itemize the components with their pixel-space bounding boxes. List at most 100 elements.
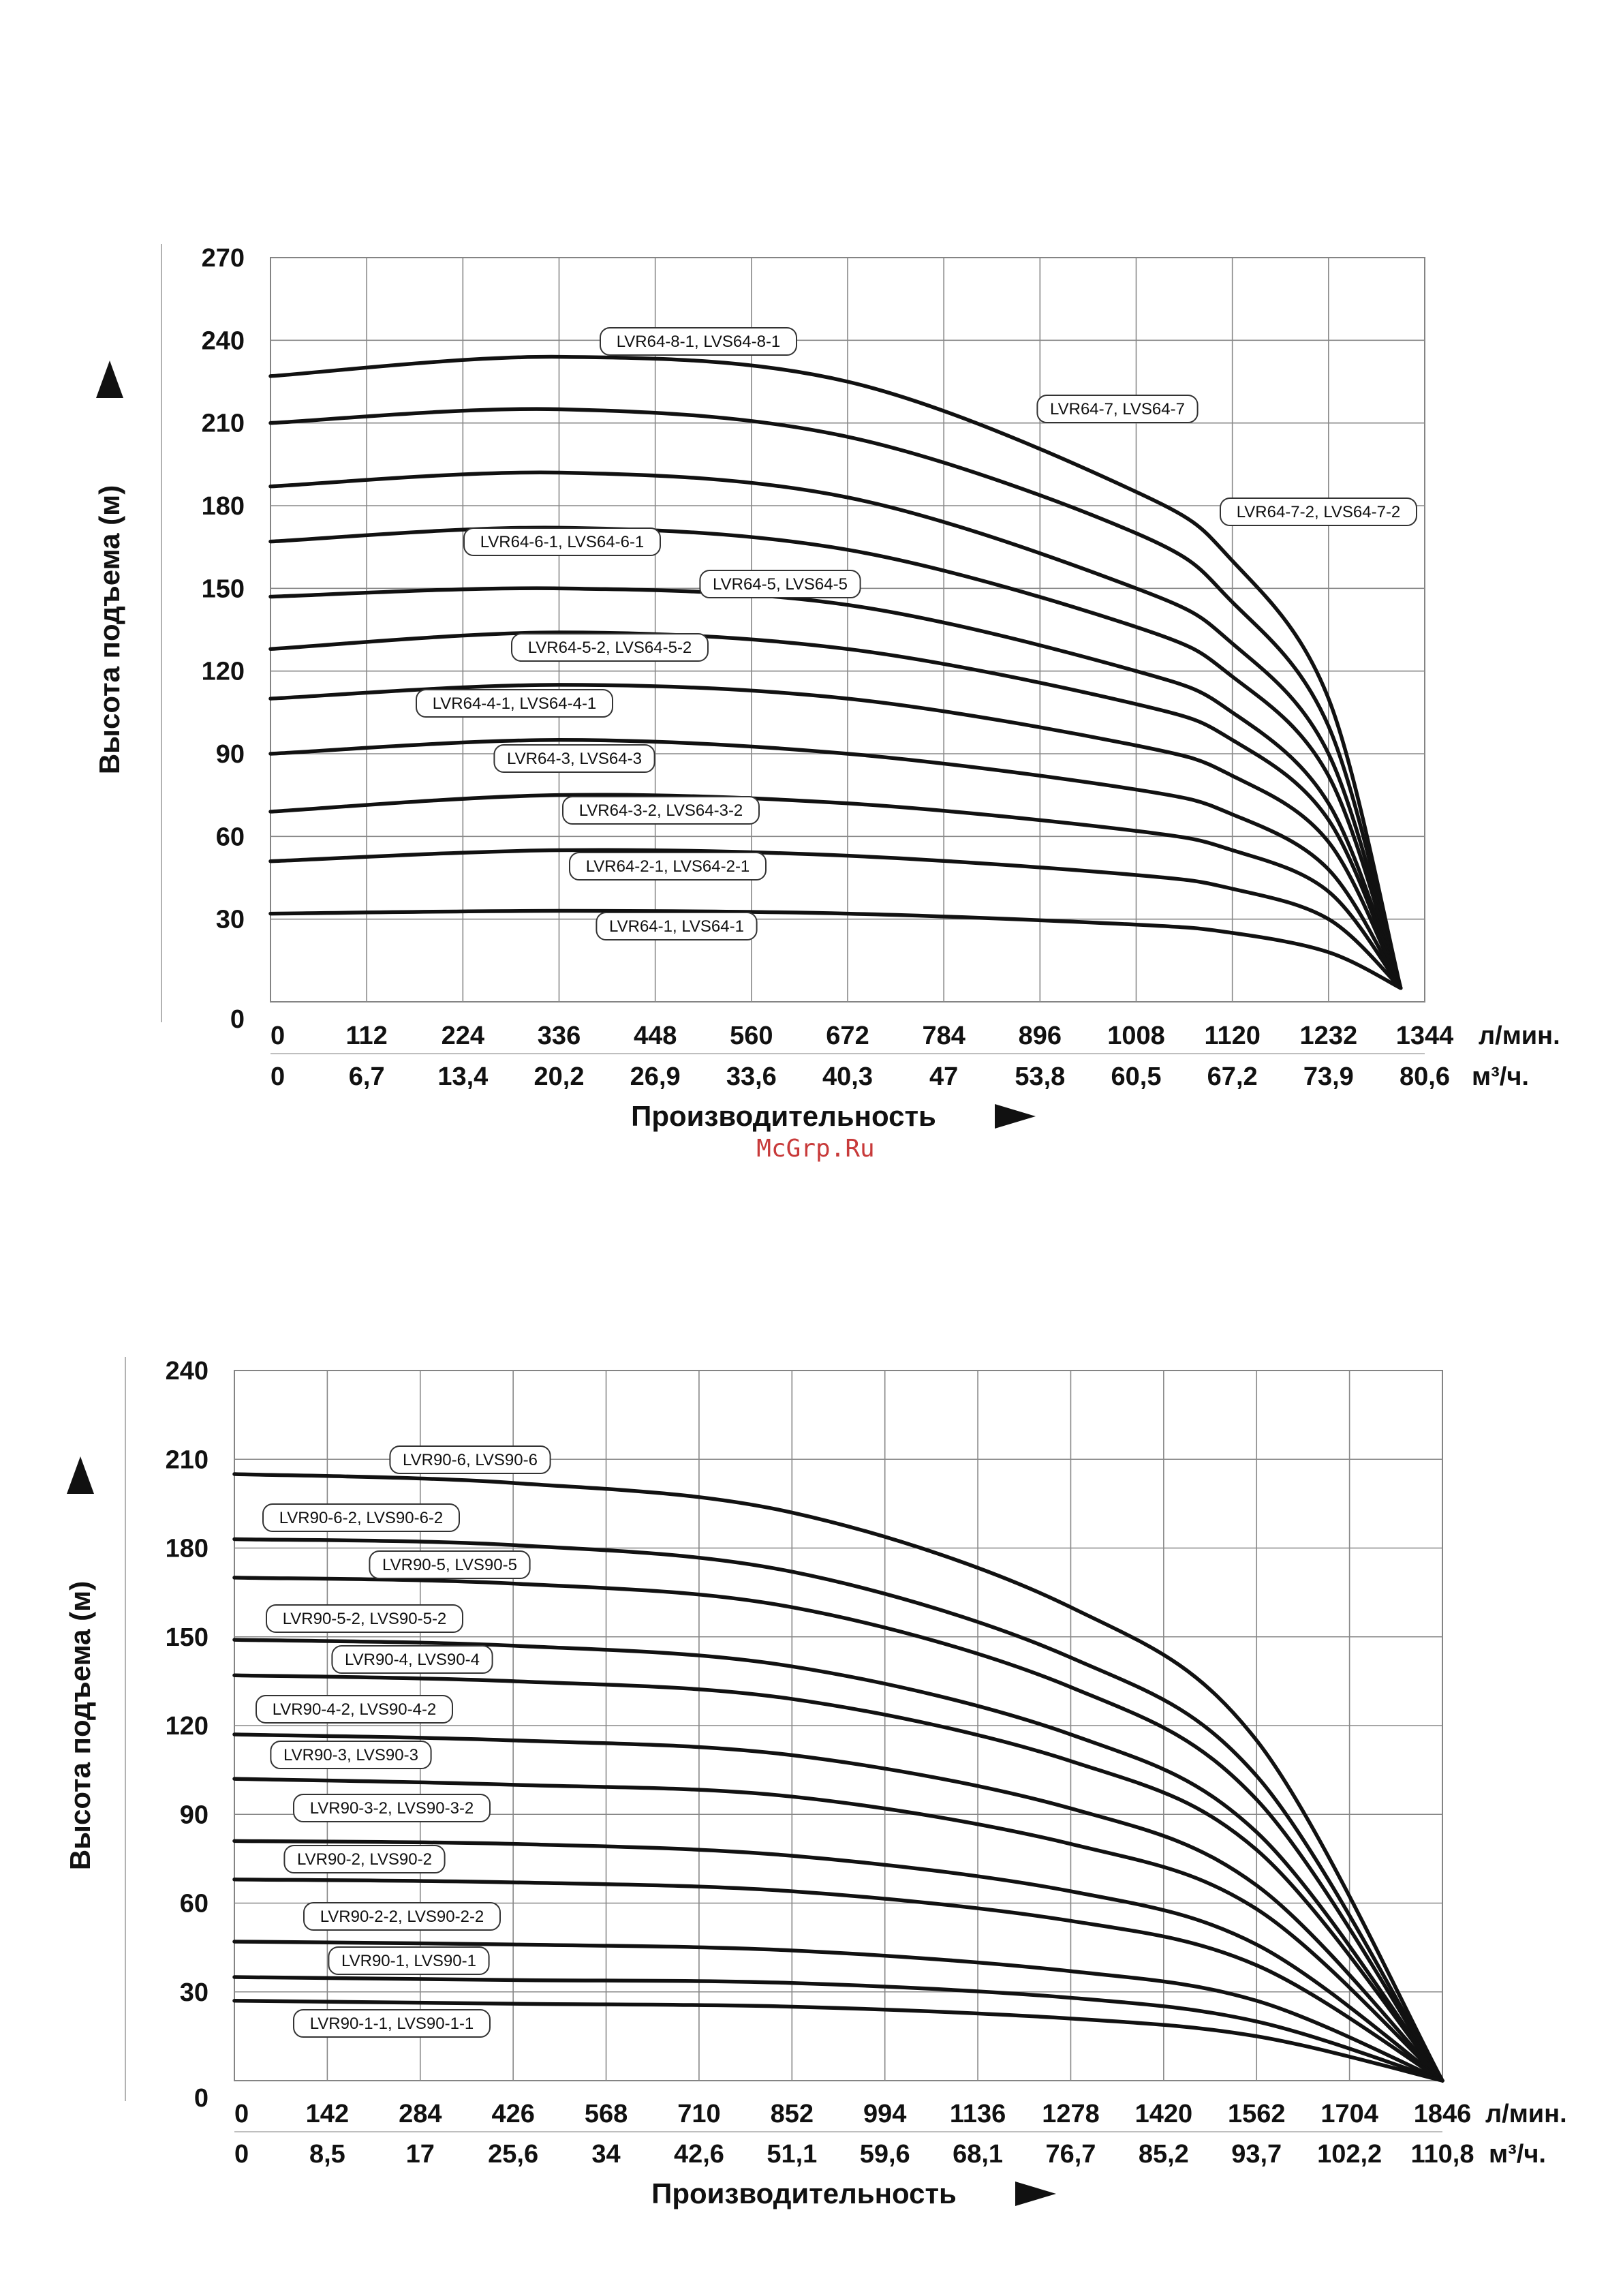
series-label: LVR64-3, LVS64-3 bbox=[507, 750, 642, 768]
x-tick-label-m3h: 93,7 bbox=[1231, 2140, 1282, 2169]
x-tick-label-lmin: 336 bbox=[538, 1022, 581, 1050]
y-tick-label: 150 bbox=[166, 1623, 208, 1652]
y-tick-label: 90 bbox=[180, 1801, 208, 1829]
x-tick-label-lmin: 852 bbox=[771, 2100, 814, 2128]
x-tick-label-m3h: 53,8 bbox=[1015, 1062, 1065, 1091]
series-label: LVR90-5, LVS90-5 bbox=[382, 1556, 517, 1574]
y-tick-label: 180 bbox=[202, 492, 245, 521]
watermark: McGrp.Ru bbox=[756, 1135, 874, 1163]
x-tick-label-lmin: 994 bbox=[863, 2100, 906, 2128]
series-label: LVR64-4-1, LVS64-4-1 bbox=[433, 694, 597, 713]
x-tick-label-lmin: 1704 bbox=[1320, 2100, 1378, 2128]
y-tick-label: 60 bbox=[180, 1890, 208, 1918]
x-tick-label-m3h: 8,5 bbox=[309, 2140, 345, 2169]
y-tick-label: 0 bbox=[194, 2084, 208, 2113]
series-label-box bbox=[262, 1503, 460, 1532]
series-label-box bbox=[493, 744, 655, 773]
x-tick-label-m3h: 6,7 bbox=[349, 1062, 385, 1091]
series-line bbox=[232, 1472, 1444, 2083]
series-label-box bbox=[562, 796, 760, 825]
x-tick-label-m3h: 0 bbox=[270, 1062, 285, 1091]
x-tick-label-m3h: 59,6 bbox=[860, 2140, 910, 2169]
series-line bbox=[232, 1576, 1444, 2083]
x-tick-label-lmin: 1562 bbox=[1228, 2100, 1286, 2128]
y-tick-label: 240 bbox=[166, 1357, 208, 1386]
x-tick-label-m3h: 20,2 bbox=[534, 1062, 585, 1091]
x-tick-label-m3h: 42,6 bbox=[674, 2140, 724, 2169]
x-tick-label-m3h: 73,9 bbox=[1303, 1062, 1354, 1091]
chart-lvr90: 0 30 60 90 120 150 180 210 240 Высота подъема (м)… bbox=[64, 1357, 1567, 2209]
y-axis-title: Высота подъема (м) bbox=[64, 1581, 96, 1870]
x-tick-label-lmin: 672 bbox=[826, 1022, 869, 1050]
y-axis-arrow-icon bbox=[96, 361, 123, 398]
x-tick-label-lmin: 560 bbox=[730, 1022, 773, 1050]
series-line bbox=[232, 1839, 1444, 2083]
x-unit-lmin: л/мин. bbox=[1479, 1022, 1560, 1050]
series-line bbox=[232, 1537, 1444, 2083]
series-label-box bbox=[511, 633, 709, 662]
x-tick-label-m3h: 68,1 bbox=[953, 2140, 1003, 2169]
series-label: LVR90-1, LVS90-1 bbox=[341, 1952, 476, 1970]
y-tick-label: 180 bbox=[166, 1535, 208, 1563]
x-tick-label-lmin: 1232 bbox=[1300, 1022, 1358, 1050]
x-tick-label-m3h: 17 bbox=[406, 2140, 435, 2169]
series-line bbox=[232, 1777, 1444, 2083]
x-tick-label-lmin: 112 bbox=[346, 1022, 388, 1050]
y-tick-label: 270 bbox=[202, 244, 245, 273]
x-tick-label-m3h: 26,9 bbox=[630, 1062, 681, 1091]
series-line bbox=[268, 793, 1403, 990]
chart-lvr64: 0 30 60 90 120 150 180 210 240 270 Высота подъема … bbox=[93, 244, 1560, 1132]
series-label-box bbox=[256, 1695, 453, 1724]
series-label-box bbox=[331, 1645, 493, 1674]
series-line bbox=[232, 1673, 1444, 2083]
x-tick-label-m3h: 102,2 bbox=[1317, 2140, 1382, 2169]
x-tick-label-lmin: 1344 bbox=[1396, 1022, 1454, 1050]
x-tick-label-lmin: 568 bbox=[585, 2100, 628, 2128]
series-label-box bbox=[463, 527, 661, 556]
series-label: LVR90-5-2, LVS90-5-2 bbox=[283, 1610, 447, 1628]
series-line bbox=[268, 630, 1403, 990]
series-line bbox=[232, 1975, 1444, 2083]
x-tick-label-lmin: 0 bbox=[270, 1022, 285, 1050]
series-label: LVR64-5, LVS64-5 bbox=[713, 575, 848, 594]
series-line bbox=[232, 1732, 1444, 2083]
series-label: LVR64-3-2, LVS64-3-2 bbox=[579, 801, 743, 820]
series-label-box bbox=[293, 2009, 491, 2038]
x-tick-label-lmin: 1136 bbox=[950, 2100, 1006, 2128]
series-label: LVR64-8-1, LVS64-8-1 bbox=[617, 333, 781, 351]
series-label: LVR64-1, LVS64-1 bbox=[609, 917, 744, 936]
series-label-box bbox=[283, 1845, 446, 1873]
series-line bbox=[268, 586, 1403, 990]
y-axis-arrow-icon bbox=[67, 1456, 94, 1494]
series-label-box bbox=[266, 1604, 463, 1633]
series-label: LVR90-3, LVS90-3 bbox=[283, 1746, 418, 1764]
x-tick-label-m3h: 80,6 bbox=[1400, 1062, 1450, 1091]
x-unit-m3h: м³/ч. bbox=[1489, 2140, 1546, 2169]
series-label: LVR90-4-2, LVS90-4-2 bbox=[273, 1700, 437, 1719]
x-tick-label-lmin: 284 bbox=[399, 2100, 442, 2128]
x-tick-label-m3h: 33,6 bbox=[726, 1062, 777, 1091]
x-tick-label-lmin: 710 bbox=[677, 2100, 720, 2128]
x-axis-title: Производительность bbox=[631, 1100, 936, 1132]
series-line bbox=[268, 407, 1403, 990]
series-label: LVR64-5-2, LVS64-5-2 bbox=[528, 639, 692, 657]
x-tick-label-m3h: 40,3 bbox=[822, 1062, 873, 1091]
series-label: LVR64-7, LVS64-7 bbox=[1050, 400, 1185, 418]
x-tick-label-m3h: 51,1 bbox=[767, 2140, 817, 2169]
y-tick-label: 60 bbox=[216, 823, 245, 851]
series-line bbox=[268, 738, 1403, 990]
series-label-box bbox=[600, 327, 797, 356]
series-label: LVR90-1-1, LVS90-1-1 bbox=[310, 2015, 474, 2033]
y-tick-label: 210 bbox=[166, 1445, 208, 1474]
y-tick-label: 90 bbox=[216, 740, 245, 769]
x-tick-label-m3h: 47 bbox=[929, 1062, 958, 1091]
x-tick-label-lmin: 1846 bbox=[1414, 2100, 1472, 2128]
series-line bbox=[268, 848, 1403, 990]
series-label-box bbox=[416, 689, 613, 718]
series-label-box bbox=[569, 852, 767, 881]
y-tick-label: 120 bbox=[202, 658, 245, 686]
x-tick-label-m3h: 85,2 bbox=[1139, 2140, 1189, 2169]
x-tick-label-lmin: 142 bbox=[306, 2100, 349, 2128]
x-axis-arrow-icon bbox=[1015, 2182, 1056, 2206]
series-label-box bbox=[328, 1946, 490, 1975]
